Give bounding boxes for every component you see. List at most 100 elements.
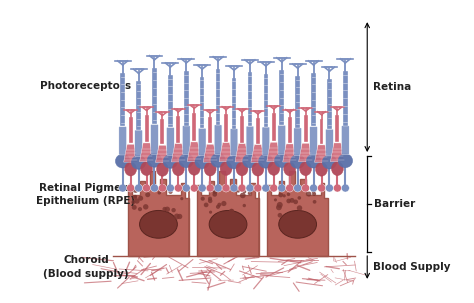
FancyBboxPatch shape (151, 125, 158, 154)
FancyBboxPatch shape (319, 119, 323, 144)
Circle shape (278, 213, 283, 218)
Ellipse shape (214, 184, 222, 192)
Circle shape (311, 189, 316, 193)
Circle shape (287, 192, 290, 196)
FancyBboxPatch shape (192, 113, 196, 141)
Circle shape (180, 197, 183, 200)
Ellipse shape (198, 184, 206, 192)
FancyBboxPatch shape (182, 126, 190, 155)
FancyBboxPatch shape (256, 118, 260, 144)
FancyBboxPatch shape (168, 75, 173, 127)
Ellipse shape (174, 184, 182, 192)
Circle shape (229, 209, 234, 214)
Ellipse shape (131, 155, 146, 169)
FancyBboxPatch shape (240, 116, 244, 143)
Circle shape (132, 205, 137, 210)
Circle shape (217, 203, 221, 207)
Circle shape (164, 207, 170, 212)
Ellipse shape (141, 162, 153, 175)
FancyBboxPatch shape (135, 130, 142, 156)
Ellipse shape (326, 184, 333, 192)
Ellipse shape (322, 155, 337, 169)
FancyBboxPatch shape (311, 73, 316, 126)
Circle shape (313, 200, 317, 204)
FancyBboxPatch shape (248, 72, 252, 126)
Ellipse shape (341, 184, 349, 192)
FancyBboxPatch shape (161, 119, 164, 144)
Ellipse shape (274, 154, 289, 168)
Ellipse shape (262, 184, 270, 192)
FancyBboxPatch shape (336, 115, 339, 142)
Ellipse shape (338, 154, 353, 168)
Ellipse shape (333, 184, 341, 192)
FancyBboxPatch shape (120, 73, 125, 126)
Ellipse shape (268, 161, 280, 175)
Ellipse shape (115, 154, 130, 168)
Ellipse shape (182, 184, 190, 192)
Polygon shape (197, 171, 259, 256)
Circle shape (276, 205, 282, 210)
Circle shape (286, 198, 291, 203)
FancyBboxPatch shape (128, 117, 133, 143)
Ellipse shape (211, 154, 226, 167)
Polygon shape (267, 142, 281, 161)
FancyBboxPatch shape (145, 115, 148, 142)
Ellipse shape (188, 161, 200, 175)
Ellipse shape (147, 153, 162, 167)
Circle shape (217, 212, 222, 218)
FancyBboxPatch shape (208, 117, 212, 143)
Text: Choroid
(Blood supply): Choroid (Blood supply) (43, 255, 129, 278)
FancyBboxPatch shape (310, 127, 317, 155)
Circle shape (293, 199, 298, 204)
FancyBboxPatch shape (343, 71, 347, 125)
Ellipse shape (220, 161, 232, 175)
Polygon shape (139, 143, 154, 162)
FancyBboxPatch shape (214, 125, 222, 154)
Ellipse shape (209, 211, 247, 238)
Ellipse shape (222, 184, 230, 192)
Circle shape (237, 189, 240, 193)
Polygon shape (155, 145, 169, 162)
Ellipse shape (190, 184, 198, 192)
Circle shape (212, 192, 217, 197)
Text: Barrier: Barrier (374, 199, 415, 209)
Circle shape (133, 188, 138, 193)
FancyBboxPatch shape (199, 128, 206, 156)
Circle shape (168, 190, 173, 194)
FancyBboxPatch shape (278, 125, 285, 155)
Ellipse shape (279, 211, 317, 238)
Circle shape (240, 192, 246, 198)
Circle shape (163, 207, 167, 211)
Ellipse shape (204, 162, 216, 176)
Circle shape (177, 214, 182, 219)
Polygon shape (219, 143, 233, 161)
Ellipse shape (243, 154, 257, 168)
Ellipse shape (291, 155, 305, 168)
FancyBboxPatch shape (152, 68, 157, 124)
Circle shape (134, 195, 137, 198)
Circle shape (132, 195, 137, 200)
Circle shape (201, 197, 205, 201)
Polygon shape (330, 143, 345, 162)
Ellipse shape (166, 184, 174, 192)
Text: Photoreceptors: Photoreceptors (40, 81, 131, 91)
Ellipse shape (118, 184, 127, 192)
Circle shape (212, 189, 218, 194)
Circle shape (174, 214, 180, 219)
FancyBboxPatch shape (288, 117, 292, 143)
Circle shape (290, 213, 293, 217)
Circle shape (209, 211, 212, 214)
FancyBboxPatch shape (230, 129, 238, 156)
Circle shape (243, 204, 246, 207)
Ellipse shape (206, 184, 214, 192)
Circle shape (278, 192, 283, 197)
Ellipse shape (252, 162, 264, 176)
FancyBboxPatch shape (167, 128, 174, 155)
Ellipse shape (127, 184, 135, 192)
Ellipse shape (286, 184, 294, 192)
FancyBboxPatch shape (272, 113, 276, 141)
Ellipse shape (306, 154, 321, 168)
Circle shape (208, 197, 212, 201)
Ellipse shape (156, 162, 168, 176)
Circle shape (157, 191, 161, 195)
